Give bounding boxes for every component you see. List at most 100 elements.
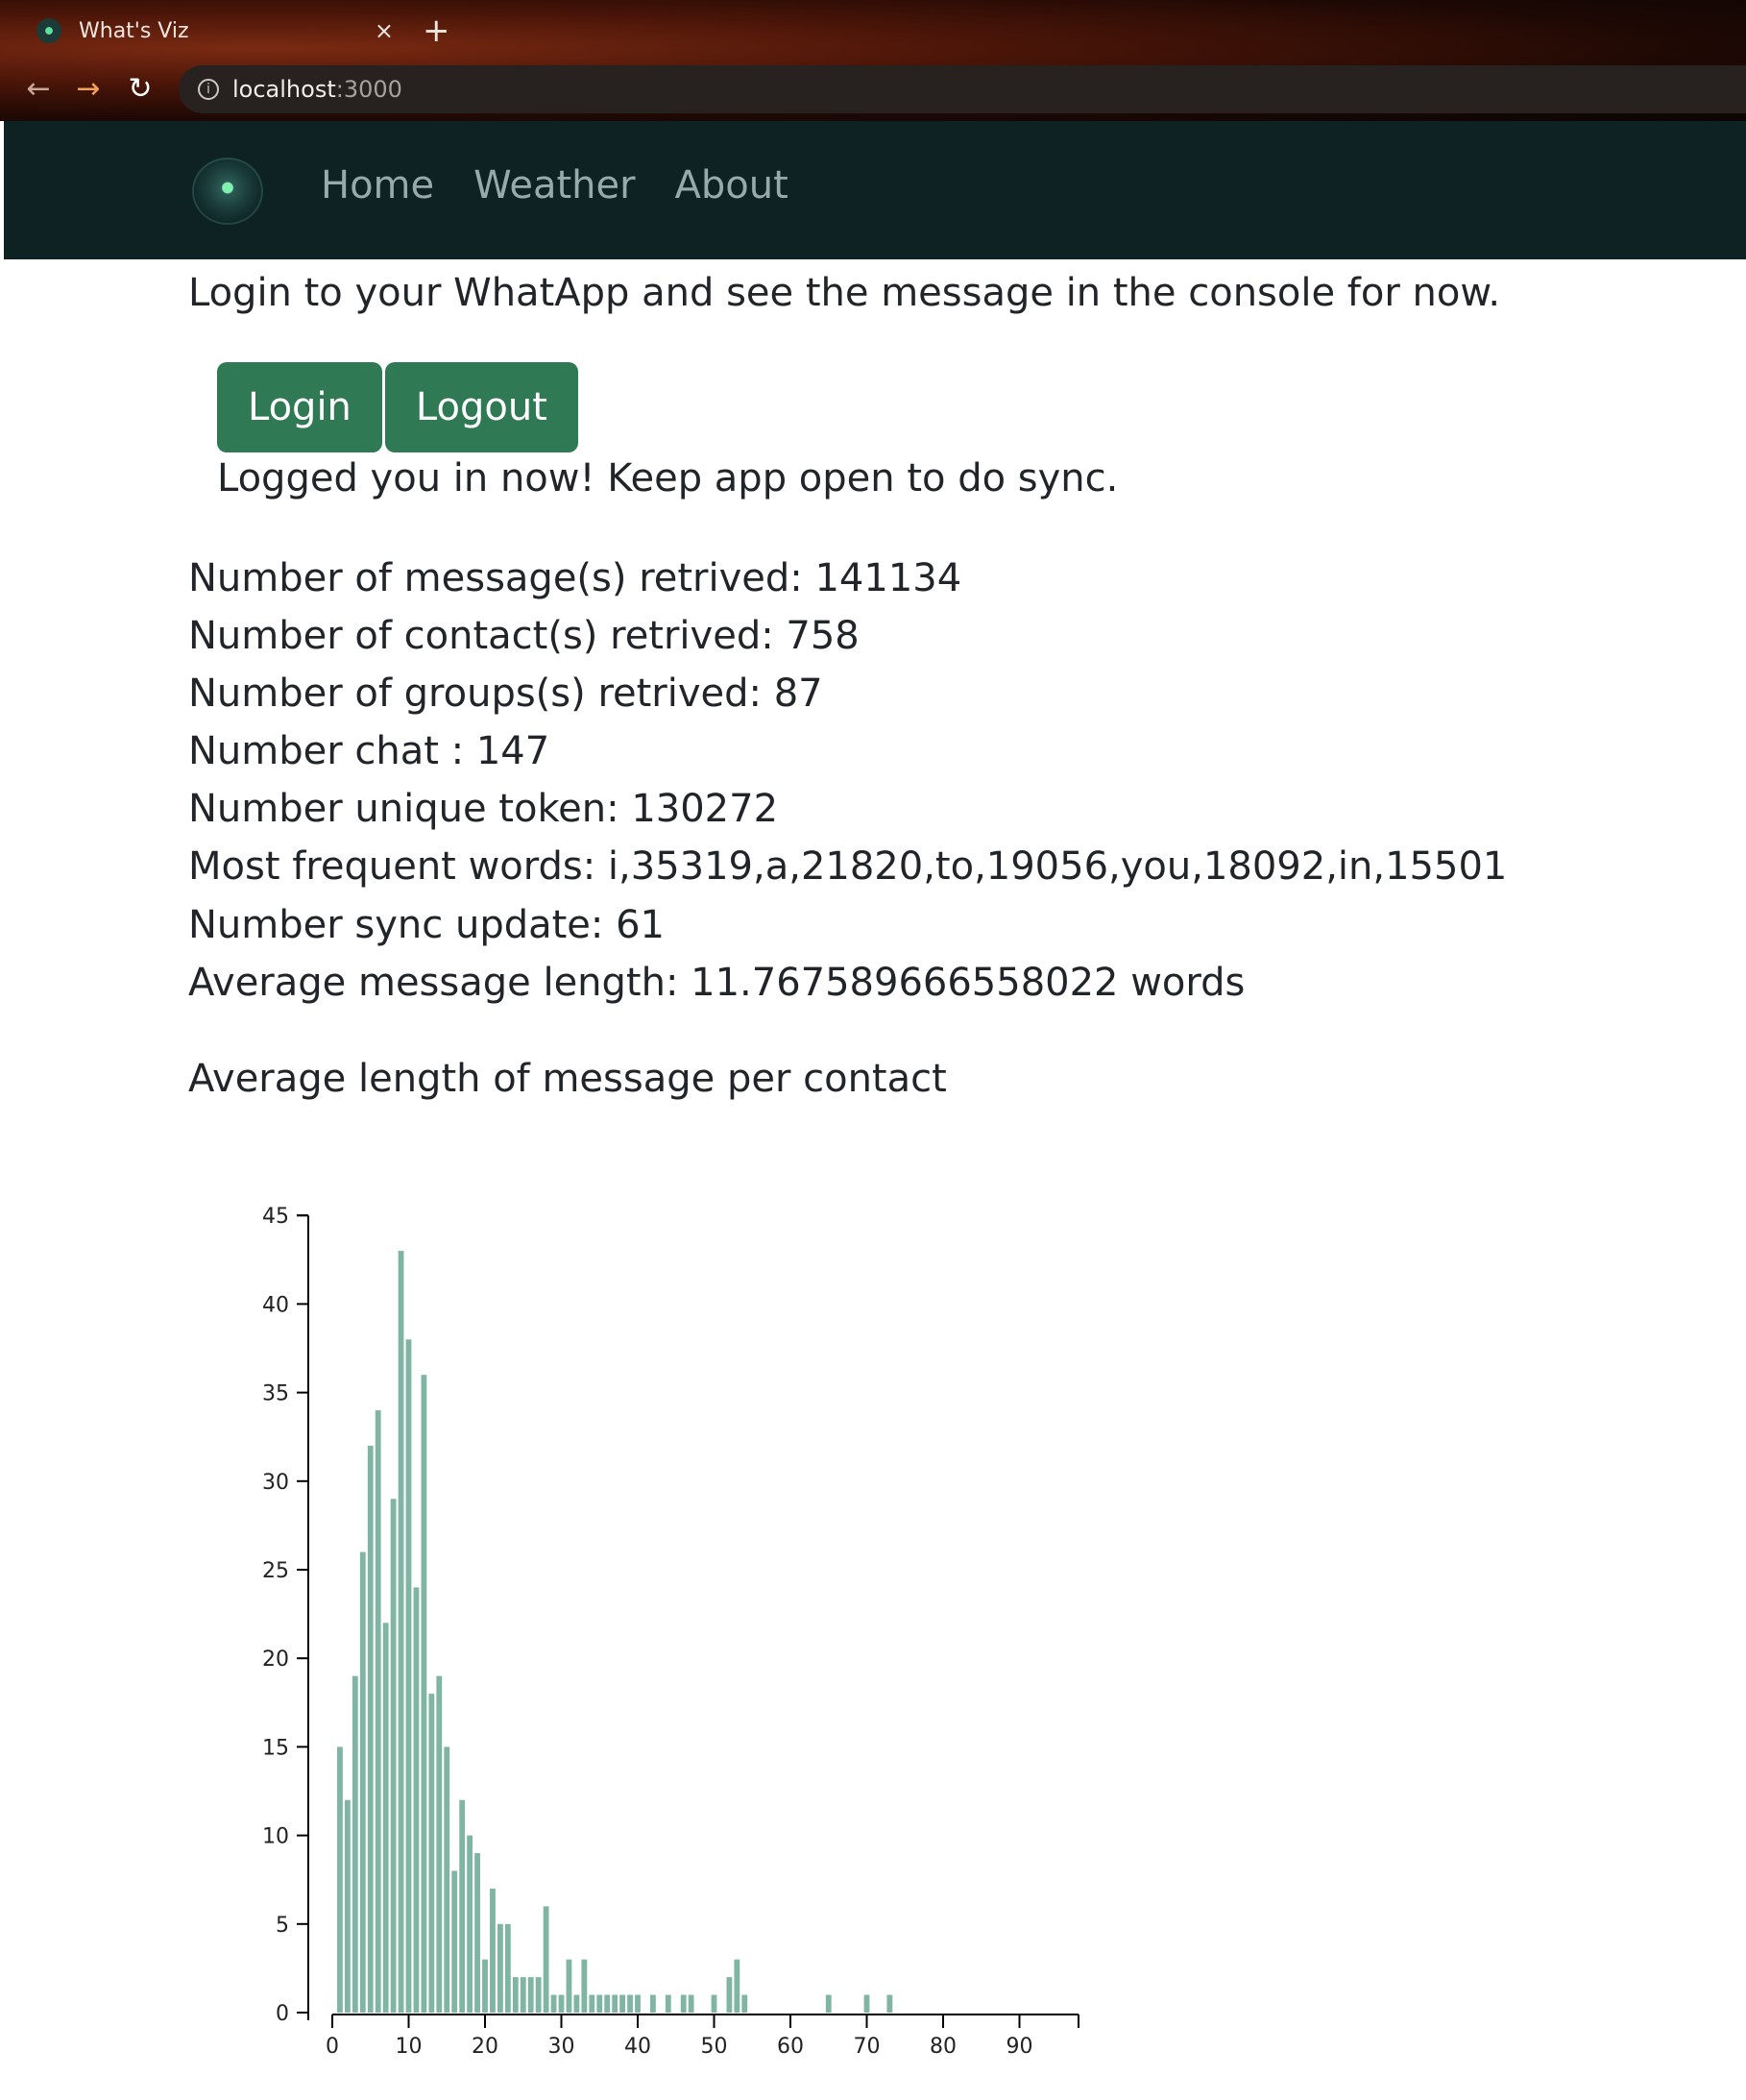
y-tick-label-30: 30 bbox=[262, 1471, 289, 1495]
bar-11 bbox=[413, 1587, 420, 2013]
y-tick-label-40: 40 bbox=[262, 1293, 289, 1317]
bar-52 bbox=[726, 1977, 733, 2013]
bar-15 bbox=[444, 1746, 450, 2013]
y-tick-label-35: 35 bbox=[262, 1382, 289, 1406]
login-button[interactable]: Login bbox=[217, 362, 382, 452]
bar-27 bbox=[535, 1977, 542, 2013]
stat-messages: Number of message(s) retrived: 141134 bbox=[188, 556, 962, 600]
stat-sync-updates: Number sync update: 61 bbox=[188, 902, 665, 947]
browser-chrome: What's Viz × + ← → ↻ i localhost:3000 bbox=[0, 0, 1746, 121]
browser-toolbar: ← → ↻ i localhost:3000 bbox=[0, 63, 1746, 117]
bar-7 bbox=[382, 1623, 389, 2013]
address-bar[interactable]: i localhost:3000 bbox=[179, 65, 1746, 113]
bar-19 bbox=[474, 1853, 480, 2013]
chart-title: Average length of message per contact bbox=[188, 1057, 947, 1101]
bar-17 bbox=[459, 1799, 466, 2013]
favicon-icon bbox=[36, 18, 61, 43]
stat-contacts: Number of contact(s) retrived: 758 bbox=[188, 614, 860, 659]
bar-5 bbox=[367, 1445, 374, 2013]
bar-30 bbox=[558, 1994, 565, 2013]
bar-4 bbox=[359, 1551, 366, 2013]
x-tick-label-40: 40 bbox=[624, 2035, 651, 2059]
bar-32 bbox=[573, 1994, 580, 2013]
x-tick-label-20: 20 bbox=[472, 2035, 498, 2059]
bar-18 bbox=[467, 1835, 473, 2013]
nav-link-about[interactable]: About bbox=[674, 163, 788, 208]
bar-53 bbox=[734, 1959, 740, 2013]
bar-25 bbox=[520, 1977, 526, 2013]
bar-12 bbox=[421, 1375, 427, 2013]
stat-frequent-words: Most frequent words: i,35319,a,21820,to,… bbox=[188, 844, 1508, 890]
app-logo[interactable] bbox=[192, 158, 263, 225]
nav-links: Home Weather About bbox=[321, 163, 788, 208]
info-icon[interactable]: i bbox=[198, 79, 219, 100]
login-status: Logged you in now! Keep app open to do s… bbox=[217, 456, 1119, 501]
bar-2 bbox=[345, 1799, 351, 2013]
tab-title: What's Viz bbox=[79, 18, 189, 43]
y-tick-label-25: 25 bbox=[262, 1559, 289, 1583]
bar-42 bbox=[650, 1994, 656, 2013]
new-tab-button[interactable]: + bbox=[423, 12, 450, 50]
bar-20 bbox=[482, 1959, 488, 2013]
x-tick-label-10: 10 bbox=[396, 2035, 423, 2059]
bar-13 bbox=[428, 1694, 435, 2013]
bar-38 bbox=[619, 1994, 625, 2013]
bar-29 bbox=[550, 1994, 557, 2013]
x-tick-label-60: 60 bbox=[777, 2035, 804, 2059]
stats-list: Number of message(s) retrived: 141134 Nu… bbox=[188, 549, 1507, 1012]
bar-31 bbox=[566, 1959, 572, 2013]
bar-50 bbox=[711, 1994, 717, 2013]
bar-39 bbox=[627, 1994, 633, 2013]
close-icon[interactable]: × bbox=[374, 17, 394, 44]
bar-35 bbox=[596, 1994, 603, 2013]
y-tick-label-15: 15 bbox=[262, 1736, 289, 1760]
bar-9 bbox=[398, 1251, 404, 2013]
url-port: :3000 bbox=[335, 76, 402, 103]
bar-28 bbox=[543, 1906, 549, 2013]
bar-3 bbox=[352, 1675, 358, 2013]
bar-73 bbox=[886, 1994, 893, 2013]
x-tick-label-90: 90 bbox=[1006, 2035, 1033, 2059]
bar-16 bbox=[451, 1870, 458, 2013]
bar-70 bbox=[863, 1994, 870, 2013]
stat-groups: Number of groups(s) retrived: 87 bbox=[188, 672, 823, 717]
logout-button[interactable]: Logout bbox=[384, 362, 578, 452]
bar-40 bbox=[635, 1994, 641, 2013]
bar-37 bbox=[612, 1994, 618, 2013]
bar-36 bbox=[604, 1994, 611, 2013]
stat-chats: Number chat : 147 bbox=[188, 729, 550, 774]
y-tick-label-20: 20 bbox=[262, 1648, 289, 1672]
browser-tab[interactable]: What's Viz × bbox=[19, 8, 403, 54]
bar-54 bbox=[741, 1994, 748, 2013]
x-tick-label-30: 30 bbox=[548, 2035, 575, 2059]
y-tick-label-45: 45 bbox=[262, 1205, 289, 1229]
auth-buttons: Login Logout bbox=[217, 362, 578, 452]
nav-link-home[interactable]: Home bbox=[321, 163, 435, 208]
y-tick-label-10: 10 bbox=[262, 1825, 289, 1849]
x-tick-label-70: 70 bbox=[854, 2035, 881, 2059]
y-tick-label-0: 0 bbox=[276, 2002, 289, 2026]
x-tick-label-0: 0 bbox=[326, 2035, 339, 2059]
bar-24 bbox=[512, 1977, 519, 2013]
back-arrow-icon[interactable]: ← bbox=[26, 71, 51, 106]
bar-21 bbox=[490, 1888, 496, 2013]
bar-22 bbox=[497, 1923, 503, 2013]
forward-arrow-icon[interactable]: → bbox=[76, 71, 101, 106]
bar-33 bbox=[581, 1959, 588, 2013]
reload-icon[interactable]: ↻ bbox=[128, 71, 153, 106]
url-host: localhost bbox=[232, 76, 336, 103]
bar-34 bbox=[589, 1994, 595, 2013]
nav-link-weather[interactable]: Weather bbox=[473, 163, 636, 208]
bar-65 bbox=[825, 1994, 832, 2013]
app-navbar: Home Weather About bbox=[4, 121, 1746, 259]
bar-8 bbox=[390, 1499, 397, 2013]
y-tick-label-5: 5 bbox=[276, 1914, 289, 1938]
x-tick-label-80: 80 bbox=[930, 2035, 957, 2059]
bar-23 bbox=[504, 1923, 511, 2013]
bar-47 bbox=[688, 1994, 694, 2013]
bar-6 bbox=[375, 1410, 381, 2013]
bar-10 bbox=[405, 1339, 412, 2013]
bar-26 bbox=[527, 1977, 534, 2013]
bar-14 bbox=[436, 1675, 443, 2013]
